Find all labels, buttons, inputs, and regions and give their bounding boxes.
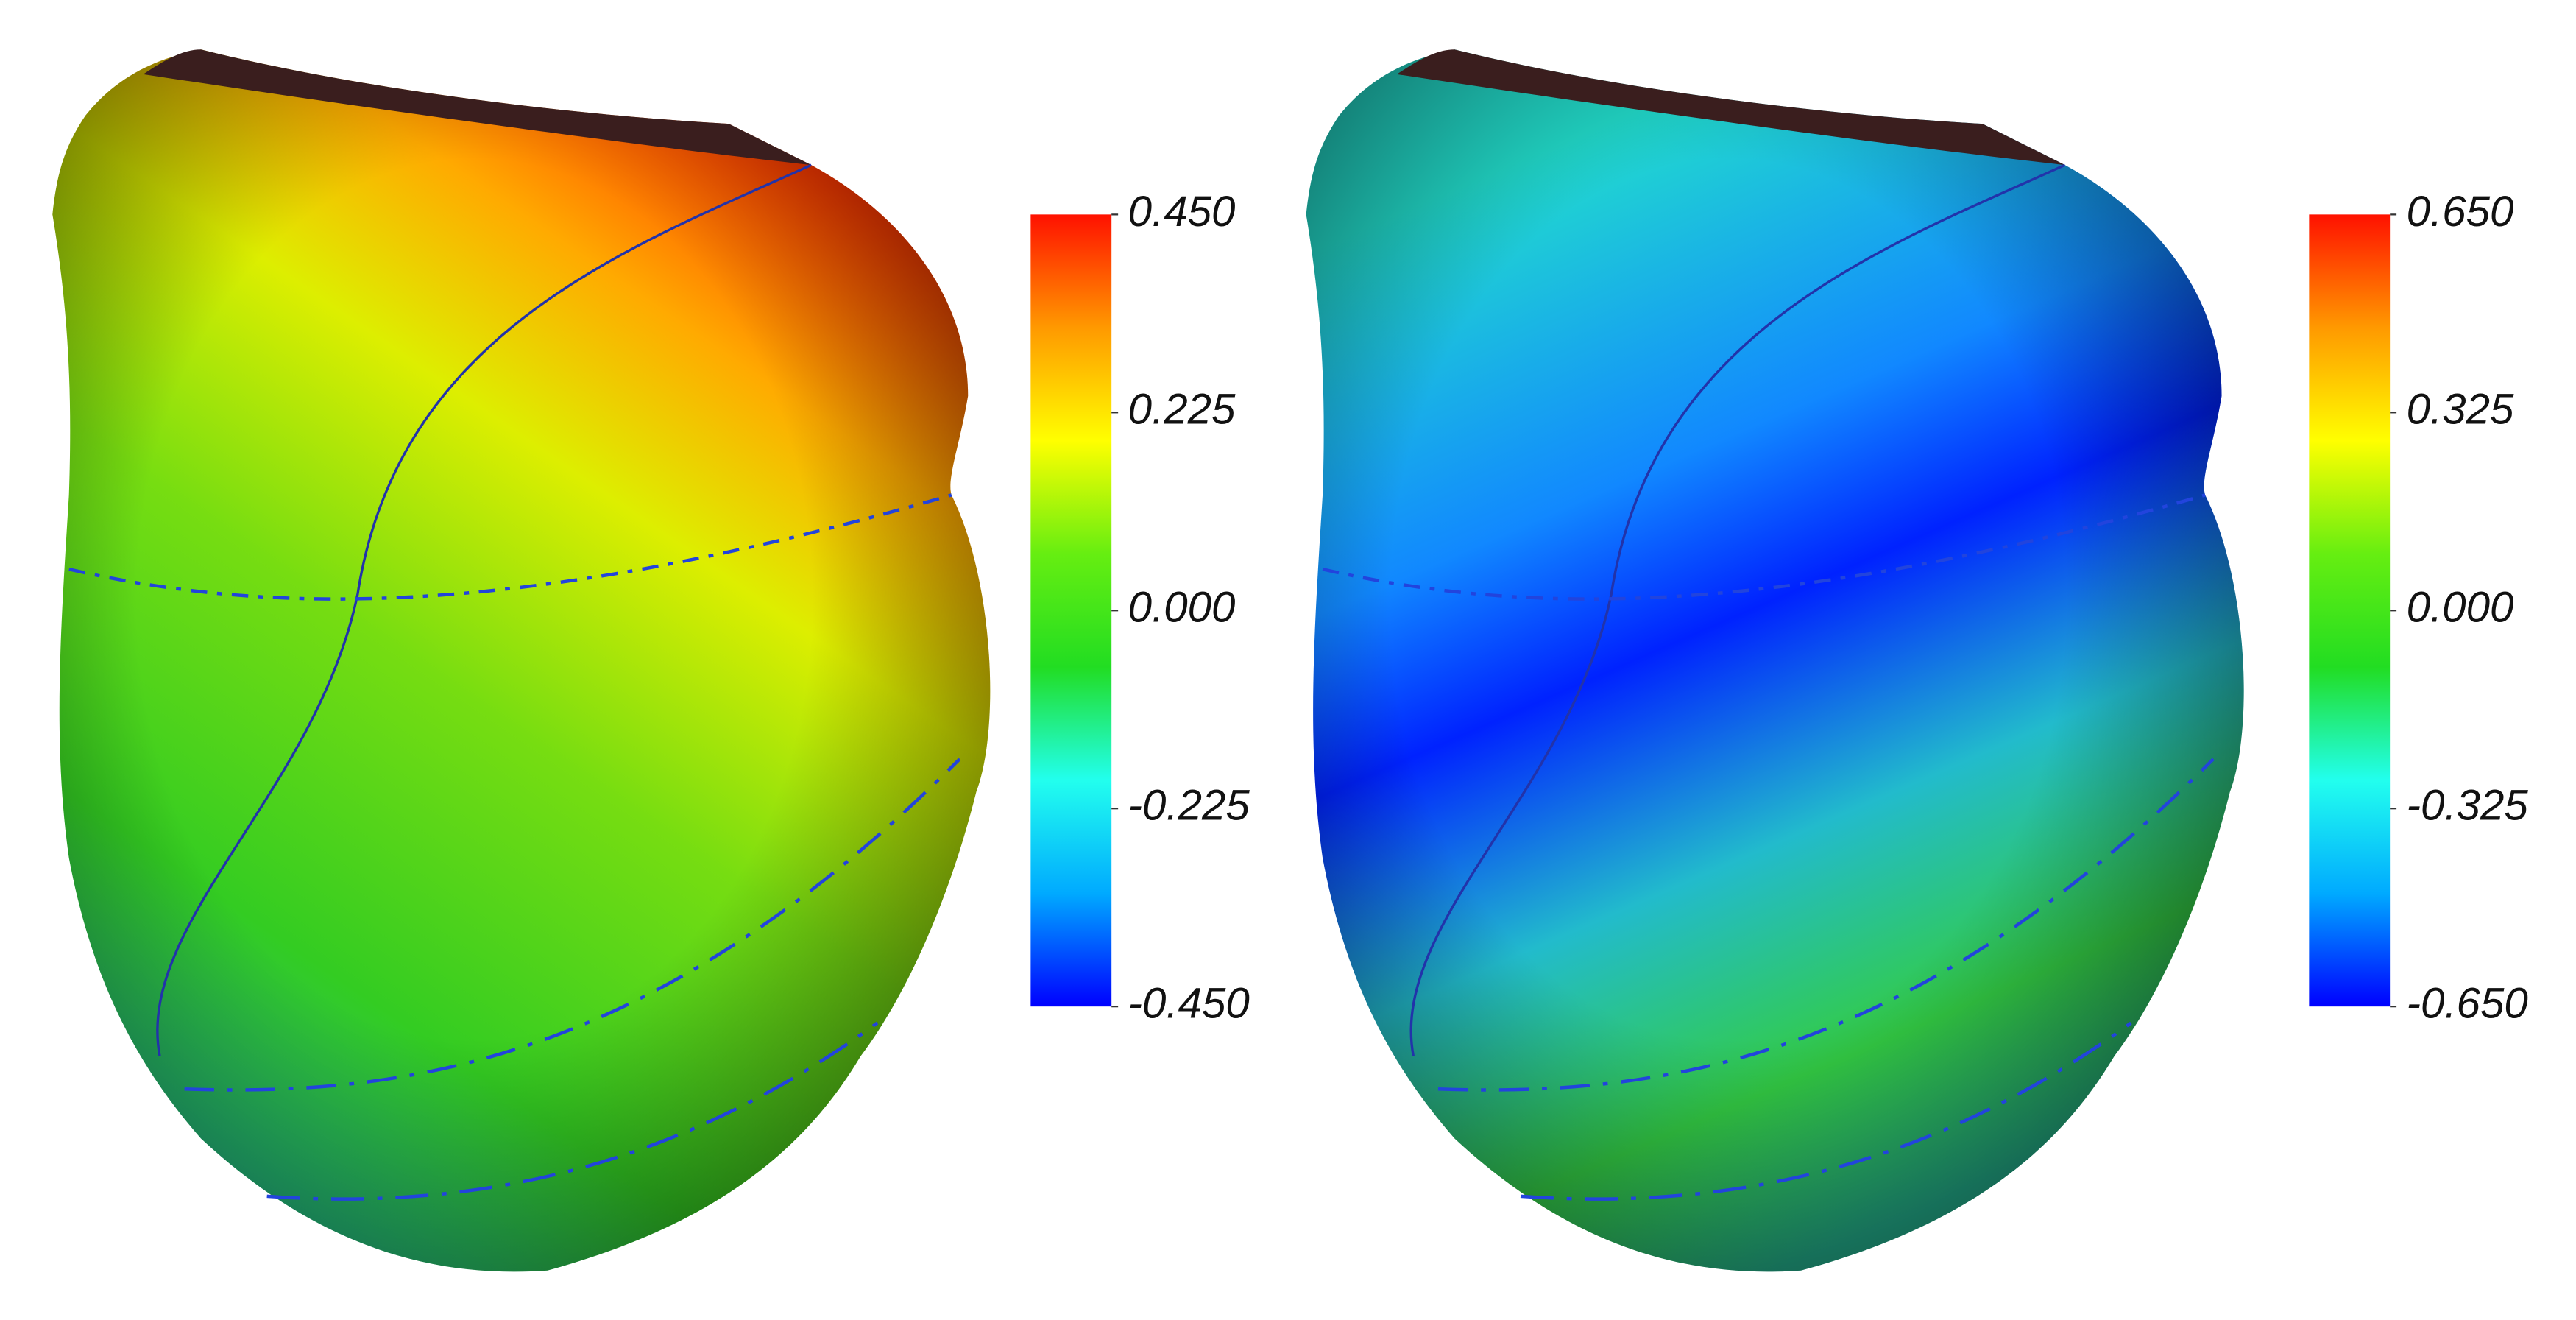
tick-label: 0.450 [1128,188,1236,236]
left-surface [52,49,991,1272]
right-surface [1306,49,2244,1272]
tick-label: -0.450 [1128,980,1250,1028]
tick-label: 0.650 [2407,188,2514,236]
tick-label: -0.225 [1128,782,1250,830]
tick-label: 0.000 [1128,584,1236,632]
tick-label: 0.325 [2407,386,2514,434]
colorbar [1030,214,1112,1007]
tick-label: -0.325 [2407,782,2529,830]
colorbar [2309,214,2391,1007]
tick-label: -0.650 [2407,980,2528,1028]
tick-label: 0.225 [1128,386,1236,434]
tick-label: 0.000 [2407,584,2514,632]
